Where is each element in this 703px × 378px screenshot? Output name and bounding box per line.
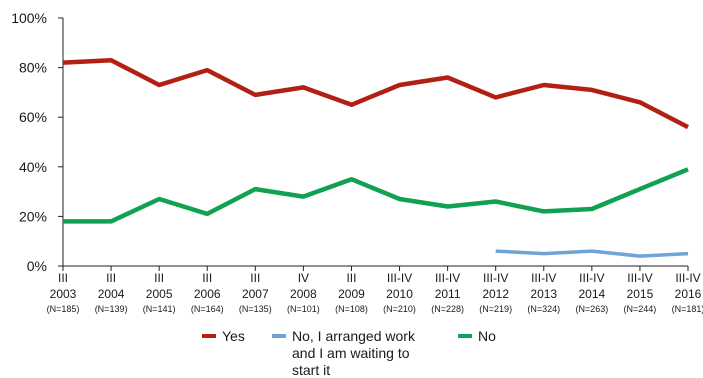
- y-tick-label: 60%: [19, 109, 47, 125]
- x-tick-sample-size: (N=324): [527, 304, 560, 314]
- x-tick-year: 2013: [530, 287, 557, 301]
- x-tick-period: III-IV: [627, 271, 652, 285]
- x-tick-sample-size: (N=210): [383, 304, 416, 314]
- y-tick-label: 100%: [11, 10, 47, 26]
- y-tick-label: 0%: [27, 258, 47, 274]
- x-tick-year: 2015: [627, 287, 654, 301]
- x-tick-period: III: [346, 271, 356, 285]
- x-tick-year: 2007: [242, 287, 269, 301]
- x-tick-year: 2009: [338, 287, 365, 301]
- x-tick-period: III: [202, 271, 212, 285]
- x-tick-year: 2005: [146, 287, 173, 301]
- x-tick-sample-size: (N=181): [672, 304, 703, 314]
- x-tick-year: 2014: [578, 287, 605, 301]
- series-lines: [62, 57, 690, 258]
- legend-label: and I am waiting to: [292, 345, 410, 361]
- x-tick-period: III: [250, 271, 260, 285]
- y-tick-label: 20%: [19, 208, 47, 224]
- chart-axes: [62, 18, 688, 267]
- legend-item: Yes: [202, 328, 245, 344]
- x-tick-sample-size: (N=263): [575, 304, 608, 314]
- y-tick-label: 40%: [19, 159, 47, 175]
- x-axis-ticks: III 2003 (N=185) III 2004 (N=139) III 2005 (N=14…: [47, 266, 703, 314]
- series-line-yes: [62, 57, 690, 130]
- x-tick-period: III-IV: [435, 271, 460, 285]
- series-line-no-i-arranged-work-and-i-am-waiting-to-start-it: [495, 249, 689, 258]
- legend-label: Yes: [222, 328, 245, 344]
- x-tick-sample-size: (N=135): [239, 304, 272, 314]
- x-tick-sample-size: (N=164): [191, 304, 224, 314]
- x-tick-sample-size: (N=101): [287, 304, 320, 314]
- x-tick-year: 2012: [482, 287, 509, 301]
- series-line-no: [63, 167, 689, 224]
- x-tick-period: III-IV: [483, 271, 508, 285]
- x-tick-sample-size: (N=139): [95, 304, 128, 314]
- x-tick-sample-size: (N=141): [143, 304, 176, 314]
- x-tick-period: III: [58, 271, 68, 285]
- x-tick-period: III-IV: [531, 271, 556, 285]
- x-tick-sample-size: (N=244): [624, 304, 657, 314]
- x-tick-year: 2008: [290, 287, 317, 301]
- legend-item: No: [458, 328, 496, 344]
- x-tick-year: 2010: [386, 287, 413, 301]
- legend-label: No: [478, 328, 496, 344]
- x-tick-period: III-IV: [579, 271, 604, 285]
- x-tick-year: 2006: [194, 287, 221, 301]
- x-tick-sample-size: (N=228): [431, 304, 464, 314]
- y-tick-label: 80%: [19, 60, 47, 76]
- x-tick-period: IV: [298, 271, 309, 285]
- y-axis-ticks: 0% 20% 40% 60% 80% 100%: [11, 10, 63, 274]
- x-tick-sample-size: (N=219): [479, 304, 512, 314]
- legend-label: No, I arranged work: [292, 328, 416, 344]
- x-tick-period: III: [154, 271, 164, 285]
- x-tick-year: 2004: [98, 287, 125, 301]
- x-tick-period: III-IV: [387, 271, 412, 285]
- x-tick-sample-size: (N=108): [335, 304, 368, 314]
- legend-label: start it: [292, 362, 330, 378]
- x-tick-year: 2003: [50, 287, 77, 301]
- x-tick-year: 2016: [675, 287, 702, 301]
- x-tick-period: III: [106, 271, 116, 285]
- x-tick-sample-size: (N=185): [47, 304, 80, 314]
- x-tick-period: III-IV: [675, 271, 700, 285]
- x-tick-year: 2011: [435, 287, 461, 301]
